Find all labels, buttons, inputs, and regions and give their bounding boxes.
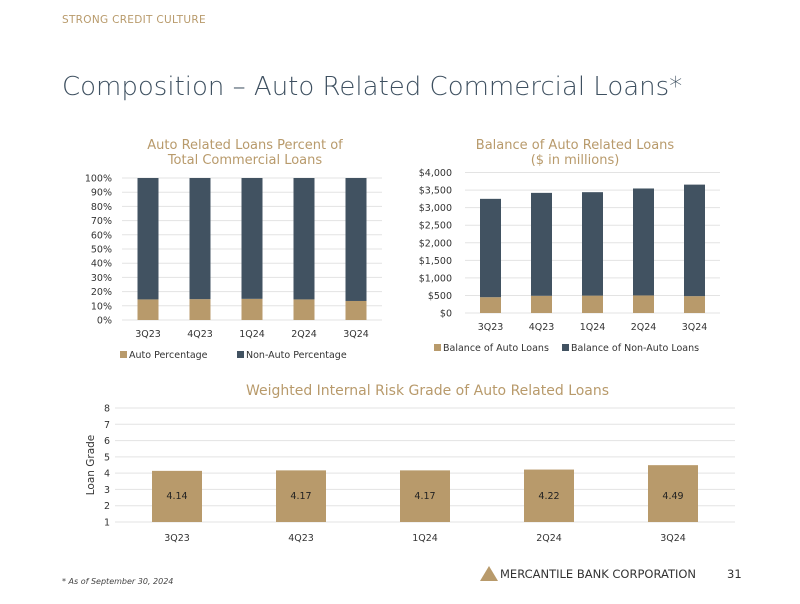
chart2-title: Balance of Auto Related Loans ($ in mill… <box>440 138 710 168</box>
chart2-legend-label: Balance of Non-Auto Loans <box>571 343 699 354</box>
chart2-ytick: $2,500 <box>419 221 452 232</box>
chart3-ytick: 3 <box>104 485 110 496</box>
chart1-legend-swatch <box>237 351 244 358</box>
chart2-bar-non-auto <box>582 192 603 296</box>
chart1-bar-non-auto <box>137 178 159 300</box>
chart2-ytick: $500 <box>428 291 452 302</box>
chart1-ytick: 30% <box>91 273 112 284</box>
chart3-bar <box>152 470 202 522</box>
chart3-ytick: 6 <box>104 436 110 447</box>
chart1-ytick: 70% <box>91 216 112 227</box>
chart1-bar-auto <box>293 299 315 320</box>
chart2-ytick: $1,000 <box>419 273 452 284</box>
chart1-bar-non-auto <box>241 178 263 299</box>
chart2-bar-auto <box>582 295 603 313</box>
chart3-bar <box>400 470 450 522</box>
chart3-ylabel: Loan Grade <box>85 435 97 496</box>
chart3-xtick: 3Q24 <box>660 533 686 544</box>
chart2-bar-non-auto <box>684 184 705 297</box>
chart1-title: Auto Related Loans Percent of Total Comm… <box>110 138 380 168</box>
chart2-bar-auto <box>684 296 705 313</box>
chart1-ytick: 50% <box>91 245 112 256</box>
chart1-xtick: 1Q24 <box>239 329 265 340</box>
chart1-ytick: 100% <box>85 174 112 185</box>
page-number: 31 <box>727 567 742 581</box>
page-title: Composition – Auto Related Commercial Lo… <box>62 72 683 102</box>
chart2-ytick: $4,000 <box>419 168 452 179</box>
chart2-ytick: $3,000 <box>419 203 452 214</box>
chart1-legend-label: Auto Percentage <box>129 350 208 361</box>
chart3-ytick: 2 <box>104 501 110 512</box>
chart1-ytick: 10% <box>91 301 112 312</box>
chart1-ytick: 60% <box>91 230 112 241</box>
chart3-ytick: 1 <box>104 518 110 529</box>
chart2-title-line2: ($ in millions) <box>530 153 620 168</box>
chart2-ytick: $1,500 <box>419 256 452 267</box>
chart1-ytick: 0% <box>97 316 112 327</box>
chart1-legend-swatch <box>120 351 127 358</box>
chart3-data-label: 4.22 <box>538 491 559 502</box>
chart2-xtick: 1Q24 <box>580 322 606 333</box>
chart2-title-line1: Balance of Auto Related Loans <box>475 138 675 153</box>
chart1-xtick: 3Q24 <box>343 329 369 340</box>
chart2-ytick: $2,000 <box>419 238 452 249</box>
chart1-ytick: 20% <box>91 287 112 298</box>
chart3-xtick: 2Q24 <box>536 533 562 544</box>
chart2-bar-auto <box>531 295 552 313</box>
chart3-bar <box>276 470 326 522</box>
chart3-xtick: 3Q23 <box>164 533 190 544</box>
chart2-legend-swatch <box>562 344 569 351</box>
chart3-data-label: 4.14 <box>166 491 187 502</box>
chart2-bar-non-auto <box>531 192 552 296</box>
chart2-ytick: $3,500 <box>419 186 452 197</box>
footnote: * As of September 30, 2024 <box>62 577 174 586</box>
chart1-bar-non-auto <box>189 178 211 300</box>
chart1-xtick: 3Q23 <box>135 329 161 340</box>
chart2-bar-non-auto <box>633 188 654 296</box>
chart1-ytick: 80% <box>91 202 112 213</box>
chart1-title-line1: Auto Related Loans Percent of <box>147 138 343 153</box>
chart3-ytick: 7 <box>104 420 110 431</box>
chart2-bar-non-auto <box>480 198 501 298</box>
chart1-bar-auto <box>189 299 211 320</box>
chart3-title: Weighted Internal Risk Grade of Auto Rel… <box>245 383 610 399</box>
chart3-ytick: 8 <box>104 404 110 415</box>
chart3-ytick: 5 <box>104 452 110 463</box>
chart1-legend-label: Non-Auto Percentage <box>246 350 347 361</box>
chart2-legend-swatch <box>434 344 441 351</box>
chart1-xtick: 4Q23 <box>187 329 213 340</box>
chart2-legend-label: Balance of Auto Loans <box>443 343 549 354</box>
chart2-xtick: 3Q24 <box>682 322 708 333</box>
chart3-data-label: 4.49 <box>662 491 683 502</box>
chart1-bar-auto <box>137 299 159 320</box>
brand-name: MERCANTILE BANK CORPORATION <box>500 567 697 581</box>
chart2-ytick: $0 <box>440 309 452 320</box>
chart2-xtick: 2Q24 <box>631 322 657 333</box>
chart3-bar <box>648 465 698 522</box>
chart3-data-label: 4.17 <box>290 491 311 502</box>
chart2-xtick: 3Q23 <box>478 322 504 333</box>
section-label: STRONG CREDIT CULTURE <box>62 14 206 26</box>
chart1-xtick: 2Q24 <box>291 329 317 340</box>
chart1-bar-auto <box>345 300 367 320</box>
chart2-bar-auto <box>633 295 654 313</box>
chart3-xtick: 1Q24 <box>412 533 438 544</box>
chart1-ytick: 90% <box>91 188 112 199</box>
triangle-logo-icon <box>480 566 498 581</box>
chart1-bar-auto <box>241 298 263 320</box>
chart2-xtick: 4Q23 <box>529 322 555 333</box>
chart3-data-label: 4.17 <box>414 491 435 502</box>
chart3-bar <box>524 469 574 522</box>
chart1-ytick: 40% <box>91 259 112 270</box>
chart2-bar-auto <box>480 297 501 313</box>
chart1-title-line2: Total Commercial Loans <box>167 153 323 168</box>
chart1-bar-non-auto <box>345 178 367 301</box>
chart3-xtick: 4Q23 <box>288 533 314 544</box>
chart1-bar-non-auto <box>293 178 315 300</box>
chart3-ytick: 4 <box>104 469 110 480</box>
